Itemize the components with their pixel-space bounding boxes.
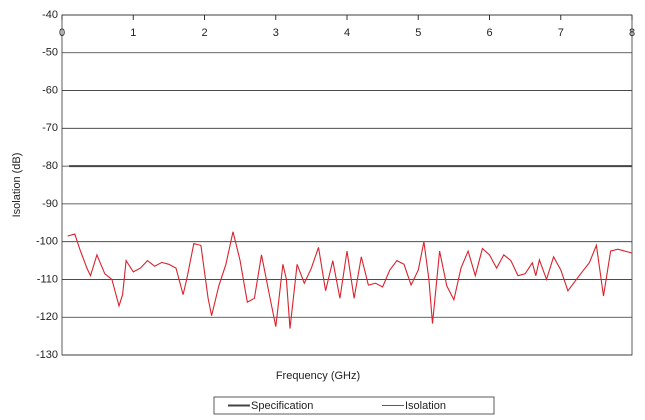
y-tick-label: -40: [42, 9, 58, 21]
y-tick-label: -80: [42, 160, 58, 172]
x-tick-label: 7: [558, 27, 564, 39]
x-tick-label: 8: [629, 27, 635, 39]
x-axis-label: Frequency (GHz): [276, 370, 360, 382]
y-tick-label: -110: [37, 273, 58, 285]
x-tick-label: 2: [201, 27, 207, 39]
y-tick-label: -60: [42, 84, 58, 96]
x-tick-label: 5: [415, 27, 421, 39]
x-tick-label: 3: [273, 27, 279, 39]
y-tick-label: -90: [42, 198, 58, 210]
y-tick-label: -120: [36, 311, 58, 323]
x-tick-label: 0: [59, 27, 65, 39]
legend-label: Specification: [251, 400, 313, 412]
legend-box: [213, 396, 495, 415]
plot-frame: [61, 14, 633, 356]
y-tick-label: -100: [36, 236, 58, 248]
y-axis-label: Isolation (dB): [11, 153, 23, 218]
y-tick-label: -70: [42, 122, 58, 134]
x-tick-label: 1: [130, 27, 136, 39]
y-tick-label: -50: [42, 47, 58, 59]
y-tick-label: -130: [36, 349, 58, 361]
legend-label: Isolation: [405, 400, 446, 412]
series-line: [67, 231, 633, 329]
x-tick-label: 6: [486, 27, 492, 39]
x-tick-label: 4: [344, 27, 350, 39]
